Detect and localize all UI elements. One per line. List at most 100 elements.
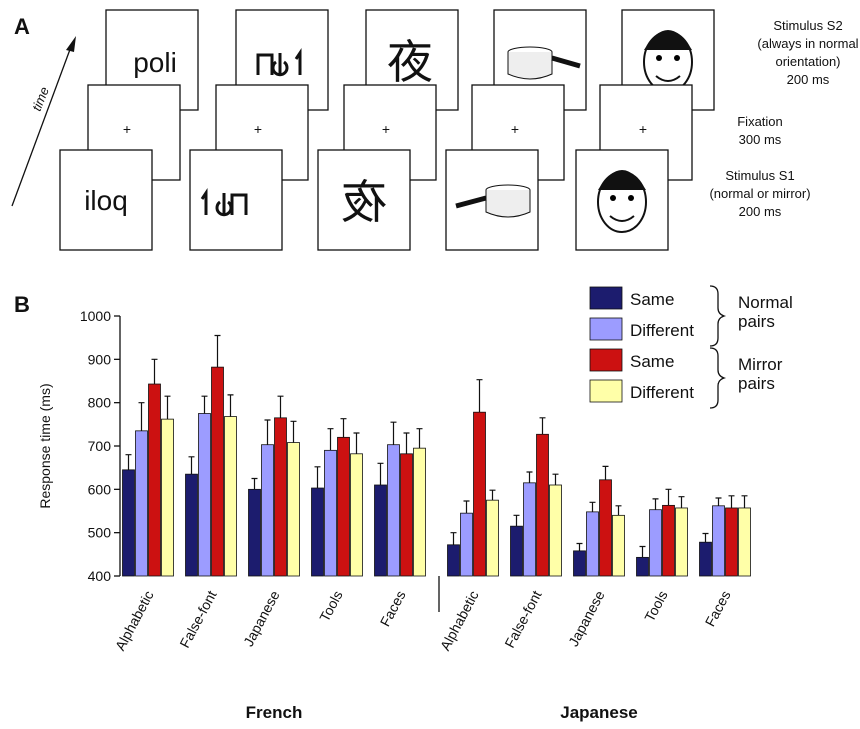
error-bar	[652, 498, 659, 510]
time-arrow	[11, 43, 73, 207]
fixation-label: Fixation	[737, 114, 783, 129]
group-label: Japanese	[560, 703, 638, 722]
bar	[473, 411, 486, 577]
bar	[148, 383, 161, 577]
bar	[510, 525, 523, 577]
legend-brace	[709, 285, 727, 347]
y-tick-label: 700	[88, 438, 112, 454]
x-tick-label: Faces	[377, 588, 409, 629]
error-bar	[450, 532, 457, 545]
bar	[486, 499, 499, 577]
error-bar	[377, 462, 384, 485]
legend-group-label: pairs	[738, 374, 775, 393]
bar	[274, 417, 287, 577]
bar	[350, 453, 363, 577]
s2-label: orientation)	[775, 54, 840, 69]
error-bar	[513, 514, 520, 527]
bar	[413, 447, 426, 577]
bar	[636, 556, 649, 577]
bar	[324, 449, 337, 577]
s2-row: poli 夜	[105, 9, 715, 111]
panel-label: B	[14, 292, 30, 317]
legend-label: Different	[630, 383, 694, 402]
group-label: French	[246, 703, 303, 722]
x-tick-label: Alphabetic	[112, 588, 157, 653]
pot-icon-mirror	[455, 184, 531, 218]
error-bar	[214, 334, 221, 368]
bar	[586, 511, 599, 577]
bar	[185, 473, 198, 577]
stim-box	[189, 149, 283, 251]
bar	[198, 413, 211, 577]
bar	[738, 507, 751, 577]
error-bar	[353, 432, 360, 454]
error-bar	[251, 477, 258, 490]
y-tick-label: 500	[88, 525, 112, 541]
legend-group-label: pairs	[738, 312, 775, 331]
error-bar	[615, 505, 622, 516]
bar	[261, 444, 274, 577]
fixation-cross: +	[123, 121, 131, 137]
error-bar	[314, 466, 321, 489]
word: iloq	[84, 185, 128, 216]
bar	[725, 507, 738, 577]
legend-label: Different	[630, 321, 694, 340]
error-bar	[151, 358, 158, 385]
bar	[599, 479, 612, 577]
bar	[675, 507, 688, 577]
x-tick-label: Tools	[641, 588, 670, 624]
bar	[712, 505, 725, 577]
s2-label: 200 ms	[787, 72, 830, 87]
s1-row: iloq 夜	[59, 149, 669, 251]
error-bar	[602, 465, 609, 480]
error-bar	[403, 432, 410, 454]
bar	[649, 509, 662, 577]
error-bar	[639, 545, 646, 558]
bar	[374, 484, 387, 577]
error-bar	[340, 418, 347, 438]
stage-labels: Stimulus S2 (always in normal orientatio…	[709, 18, 858, 219]
bar	[460, 512, 473, 577]
legend-swatch	[589, 286, 623, 310]
bar	[447, 544, 460, 577]
word: poli	[133, 47, 177, 78]
error-bar	[476, 379, 483, 413]
x-tick-label: Alphabetic	[437, 588, 482, 653]
bar	[612, 514, 625, 577]
error-bar	[678, 496, 685, 508]
error-bar	[728, 495, 735, 508]
stim-box	[59, 149, 153, 251]
error-bar	[489, 489, 496, 501]
legend-group-label: Mirror	[738, 355, 783, 374]
error-bar	[702, 532, 709, 543]
bar	[573, 550, 586, 577]
error-bar	[164, 395, 171, 420]
kanji: 夜	[387, 36, 433, 88]
fixation-label: 300 ms	[739, 132, 782, 147]
s1-label: Stimulus S1	[725, 168, 794, 183]
legend-swatch	[589, 348, 623, 372]
y-tick-label: 1000	[80, 308, 111, 324]
legend-label: Same	[630, 352, 674, 371]
error-bar	[201, 395, 208, 414]
error-bar	[576, 542, 583, 551]
y-tick-label: 400	[88, 568, 112, 584]
fixation-cross: +	[382, 121, 390, 137]
fixation-cross: +	[254, 121, 262, 137]
bar	[400, 453, 413, 577]
fixation-cross: +	[639, 121, 647, 137]
s2-label: (always in normal	[757, 36, 858, 51]
bar	[287, 442, 300, 577]
legend-label: Same	[630, 290, 674, 309]
false-font-glyphs	[200, 188, 248, 217]
bar	[248, 488, 261, 577]
y-axis-label: Response time (ms)	[37, 383, 53, 508]
bar	[536, 433, 549, 577]
bar	[662, 504, 675, 577]
legend-swatch	[589, 379, 623, 403]
face-icon	[643, 30, 693, 93]
bar	[387, 444, 400, 577]
error-bar	[125, 454, 132, 470]
x-tick-label: False-font	[501, 588, 544, 651]
s1-label: 200 ms	[739, 204, 782, 219]
